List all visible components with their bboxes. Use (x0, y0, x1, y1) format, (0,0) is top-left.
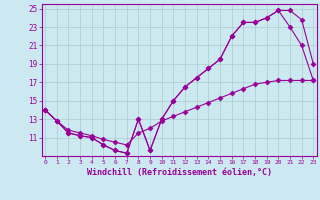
X-axis label: Windchill (Refroidissement éolien,°C): Windchill (Refroidissement éolien,°C) (87, 168, 272, 177)
